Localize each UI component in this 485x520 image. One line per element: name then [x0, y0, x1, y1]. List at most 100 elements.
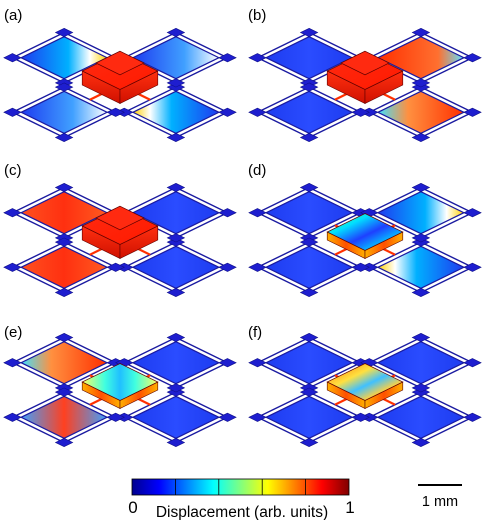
anchor-pad	[166, 383, 186, 393]
coupling-beam	[89, 247, 104, 256]
anchor-pad	[411, 78, 431, 88]
anchor-pad	[248, 53, 267, 63]
anchor-pad	[166, 78, 186, 88]
colorbar-title: Displacement (arb. units)	[156, 504, 328, 520]
anchor-pad	[411, 27, 431, 38]
anchor-pad	[218, 262, 237, 272]
anchor-pad	[166, 233, 186, 243]
anchor-pad	[54, 237, 74, 247]
anchor-pad	[299, 332, 319, 343]
anchor-pad	[411, 437, 431, 448]
frame-top	[360, 332, 482, 393]
panel-label: (a)	[4, 7, 22, 24]
anchor-pad	[463, 107, 482, 117]
anchor-pad	[166, 437, 186, 448]
anchor-pad	[218, 208, 237, 218]
coupling-beam	[334, 92, 349, 101]
frame-bottom	[3, 237, 125, 298]
panel-label: (d)	[248, 162, 266, 179]
frame-bottom	[248, 82, 370, 143]
anchor-pad	[54, 82, 74, 92]
proof-mass	[81, 363, 159, 409]
anchor-pad	[248, 262, 267, 272]
proof-mass-cap	[95, 50, 145, 76]
anchor-pad	[54, 437, 74, 448]
frame-right	[360, 237, 482, 298]
anchor-pad	[463, 412, 482, 422]
anchor-pad	[166, 132, 186, 143]
anchor-pad	[166, 287, 186, 298]
anchor-pad	[248, 358, 267, 368]
anchor-pad	[218, 412, 237, 422]
anchor-pad	[54, 287, 74, 298]
proof-mass-cap	[340, 50, 390, 76]
anchor-pad	[463, 208, 482, 218]
anchor-pad	[3, 53, 22, 63]
panel-label: (b)	[248, 7, 266, 24]
proof-mass	[81, 50, 159, 104]
frame-top	[360, 27, 482, 88]
coupling-beam	[381, 92, 396, 101]
coupling-beam	[136, 247, 151, 256]
frame-bottom	[248, 387, 370, 448]
anchor-pad	[218, 358, 237, 368]
frame-top	[115, 332, 237, 393]
panel-3: (c)	[3, 162, 237, 298]
frame-bottom	[248, 237, 370, 298]
anchor-pad	[411, 287, 431, 298]
anchor-pad	[299, 287, 319, 298]
anchor-pad	[3, 107, 22, 117]
frame-left	[248, 182, 370, 243]
frame-right	[360, 82, 482, 143]
anchor-pad	[299, 437, 319, 448]
anchor-pad	[248, 107, 267, 117]
frame-bottom	[3, 82, 125, 143]
anchor-pad	[411, 383, 431, 393]
colorbar-min-label: 0	[128, 498, 137, 517]
anchor-pad	[166, 27, 186, 38]
coupling-beam	[334, 247, 349, 256]
anchor-pad	[411, 233, 431, 243]
anchor-pad	[299, 182, 319, 193]
coupling-beam	[89, 92, 104, 101]
anchor-pad	[3, 358, 22, 368]
panel-1: (a)	[3, 7, 237, 143]
coupling-beam	[89, 397, 104, 406]
scale-bar-label: 1 mm	[422, 494, 458, 510]
anchor-pad	[463, 262, 482, 272]
frame-right	[115, 82, 237, 143]
proof-mass-cap	[95, 205, 145, 231]
proof-mass	[326, 50, 404, 104]
colorbar-ticks	[174, 479, 307, 495]
anchor-pad	[106, 262, 125, 272]
anchor-pad	[54, 332, 74, 343]
anchor-pad	[351, 107, 370, 117]
panel-2: (b)	[248, 7, 482, 143]
panel-label: (e)	[4, 324, 22, 341]
anchor-pad	[3, 412, 22, 422]
proof-mass-top	[326, 363, 404, 401]
anchor-pad	[54, 132, 74, 143]
anchor-pad	[463, 358, 482, 368]
anchor-pad	[106, 107, 125, 117]
proof-mass-top	[326, 213, 404, 251]
panel-5: (e)	[3, 324, 237, 448]
anchor-pad	[218, 53, 237, 63]
anchor-pad	[411, 182, 431, 193]
anchor-pad	[411, 332, 431, 343]
anchor-pad	[106, 412, 125, 422]
anchor-pad	[166, 332, 186, 343]
coupling-beam	[136, 397, 151, 406]
colorbar-gradient	[131, 478, 350, 496]
colorbar: 0 1 Displacement (arb. units)	[128, 478, 355, 520]
anchor-pad	[54, 27, 74, 38]
frame-top	[360, 182, 482, 243]
anchor-pad	[351, 262, 370, 272]
colorbar-max-label: 1	[345, 498, 354, 517]
anchor-pad	[299, 387, 319, 397]
anchor-pad	[299, 132, 319, 143]
frame-right	[115, 237, 237, 298]
anchor-pad	[351, 412, 370, 422]
anchor-pad	[299, 27, 319, 38]
